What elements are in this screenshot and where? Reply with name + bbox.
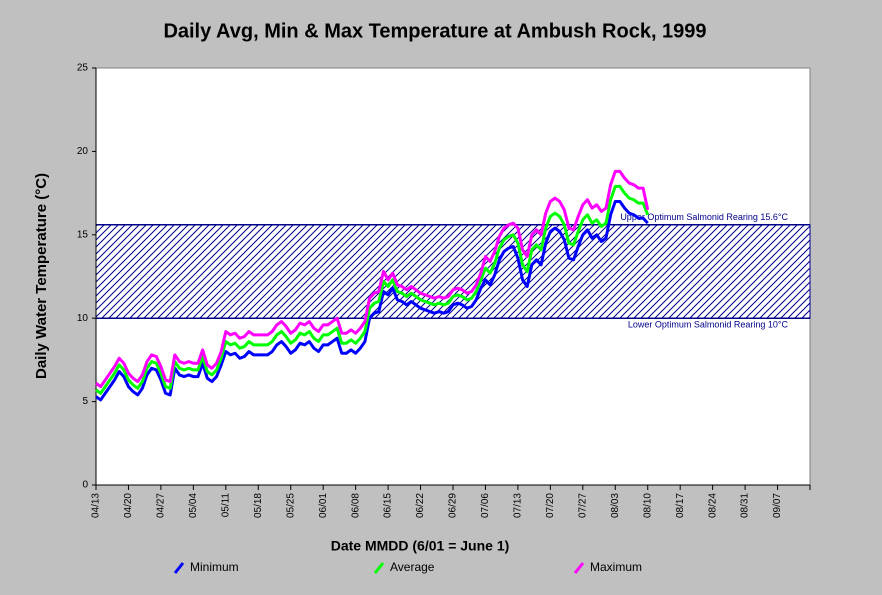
series-line [95, 199, 649, 402]
x-tick-label: 08/03 [610, 493, 621, 518]
x-axis-label: Date MMDD (6/01 = June 1) [331, 538, 510, 554]
x-tick-label: 05/04 [188, 493, 199, 518]
legend-label: Maximum [590, 560, 642, 574]
legend-swatch [573, 562, 585, 574]
x-tick-label: 04/27 [156, 493, 167, 518]
x-tick-label: 08/24 [707, 493, 718, 518]
y-tick-label: 0 [82, 480, 88, 491]
x-tick-label: 07/13 [513, 493, 524, 518]
x-tick-label: 05/11 [220, 493, 231, 518]
x-tick-label: 07/27 [577, 493, 588, 518]
x-tick-label: 06/22 [415, 493, 426, 518]
x-tick-label: 08/31 [740, 493, 751, 518]
chart-title: Daily Avg, Min & Max Temperature at Ambu… [163, 20, 706, 42]
x-tick-label: 06/01 [318, 493, 329, 518]
x-tick-label: 07/06 [480, 493, 491, 518]
series-line [95, 169, 650, 389]
upper-band-label: Upper Optimum Salmonid Rearing 15.6°C [620, 212, 788, 222]
x-tick-label: 08/17 [675, 493, 686, 518]
x-tick-label: 06/29 [448, 493, 459, 518]
x-tick-label: 05/18 [253, 493, 264, 518]
y-axis-label: Daily Water Temperature (°C) [33, 173, 50, 379]
x-tick-label: 06/15 [383, 493, 394, 518]
y-tick-label: 10 [77, 313, 89, 324]
legend-label: Average [390, 560, 435, 574]
y-tick-label: 20 [77, 146, 89, 157]
legend-label: Minimum [190, 560, 239, 574]
x-tick-label: 06/08 [350, 493, 361, 518]
x-tick-label: 09/07 [772, 493, 783, 518]
y-tick-label: 25 [77, 63, 89, 74]
y-tick-label: 15 [77, 229, 89, 240]
x-tick-label: 04/20 [123, 493, 134, 518]
legend-swatch [373, 562, 385, 574]
y-tick-label: 5 [82, 396, 88, 407]
legend-swatch [173, 562, 185, 574]
x-tick-label: 05/25 [285, 493, 296, 518]
lower-band-label: Lower Optimum Salmonid Rearing 10°C [628, 320, 789, 330]
x-tick-label: 04/13 [91, 493, 102, 518]
x-tick-label: 07/20 [545, 493, 556, 518]
series-line [95, 184, 650, 395]
x-tick-label: 08/10 [642, 493, 653, 518]
